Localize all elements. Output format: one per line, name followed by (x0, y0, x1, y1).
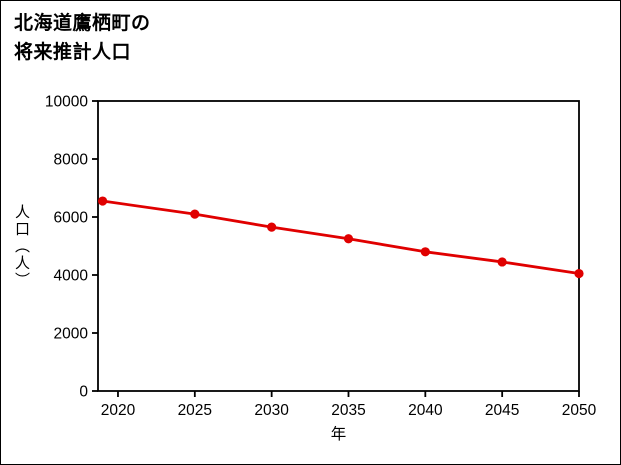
data-point-marker (420, 247, 430, 257)
chart-title-line2: 将来推計人口 (14, 42, 132, 64)
x-tick-label: 2035 (331, 402, 365, 419)
population-series-line (101, 199, 581, 275)
x-tick-label: 2030 (254, 402, 289, 419)
x-tick-label: 2025 (178, 402, 212, 419)
data-point-marker (574, 268, 584, 279)
chart-title: 北海道鷹栖町の 将来推計人口 (14, 9, 151, 68)
x-tick-label: 2020 (101, 402, 136, 419)
plot-border (97, 100, 580, 392)
x-axis-label: 年 (330, 426, 347, 443)
data-point-marker (267, 222, 277, 232)
data-point-marker (98, 196, 108, 206)
x-tick-label: 2050 (562, 402, 597, 419)
data-point-marker (497, 257, 507, 267)
y-tick-label: 8000 (54, 152, 89, 169)
y-tick-label: 2000 (54, 326, 89, 343)
data-point-marker (343, 234, 354, 244)
y-tick-label: 4000 (54, 268, 89, 285)
data-point-marker (190, 209, 200, 219)
y-axis-label: 人口（人） (13, 203, 30, 289)
y-tick-label: 10000 (45, 94, 88, 111)
y-tick-label: 6000 (54, 210, 89, 227)
y-tick-label: 0 (79, 384, 88, 401)
x-tick-label: 2040 (408, 402, 443, 419)
x-tick-label: 2045 (485, 402, 519, 419)
chart-title-line1: 北海道鷹栖町の (14, 13, 151, 34)
